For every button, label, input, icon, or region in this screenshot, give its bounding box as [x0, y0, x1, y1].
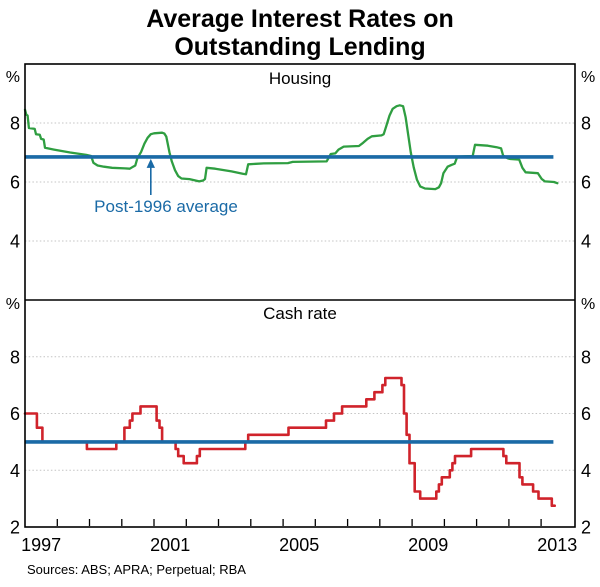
y-tick-label: 4 [581, 232, 591, 252]
y-tick-label: 4 [581, 461, 591, 481]
y-tick-label: 8 [10, 347, 20, 367]
x-tick-label: 1997 [21, 535, 61, 555]
y-tick-label: 8 [581, 347, 591, 367]
chart-title-line-2: Outstanding Lending [174, 33, 426, 61]
percent-label: % [581, 296, 595, 313]
x-tick-label: 2001 [150, 535, 190, 555]
x-tick-label: 2009 [408, 535, 448, 555]
x-tick-label: 2013 [537, 535, 577, 555]
x-tick-label: 2005 [279, 535, 319, 555]
panel-label-cash-rate: Cash rate [263, 304, 337, 323]
y-tick-label: 2 [10, 518, 20, 538]
percent-label: % [581, 69, 595, 86]
y-tick-label: 6 [581, 173, 591, 193]
chart-title-line-1: Average Interest Rates on [146, 5, 454, 33]
y-tick-label: 8 [581, 114, 591, 134]
percent-label: % [6, 296, 20, 313]
housing-series-line [23, 104, 559, 191]
sources-note: Sources: ABS; APRA; Perpetual; RBA [27, 562, 246, 577]
post-1996-average-annotation: Post-1996 average [94, 197, 238, 216]
y-tick-label: 2 [581, 518, 591, 538]
y-tick-label: 6 [10, 404, 20, 424]
y-tick-label: 4 [10, 461, 20, 481]
y-tick-label: 6 [581, 404, 591, 424]
y-tick-label: 4 [10, 232, 20, 252]
panel-label-housing: Housing [268, 69, 332, 88]
percent-label: % [6, 69, 20, 86]
chart-title: Average Interest Rates on Outstanding Le… [0, 5, 600, 61]
y-tick-label: 6 [10, 173, 20, 193]
y-tick-label: 8 [10, 114, 20, 134]
panel-border [24, 63, 576, 528]
cash-rate-series-line [23, 376, 556, 507]
annotation-arrow-head [146, 158, 155, 168]
